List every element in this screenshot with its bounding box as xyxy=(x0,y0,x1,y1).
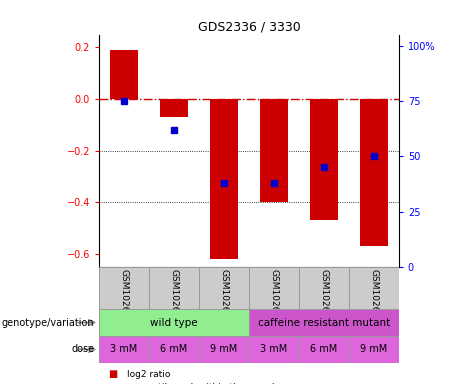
Text: ■: ■ xyxy=(108,369,118,379)
Text: GSM102676: GSM102676 xyxy=(170,269,178,324)
Bar xyxy=(149,336,199,363)
Bar xyxy=(99,336,149,363)
Bar xyxy=(99,309,249,336)
Text: 3 mM: 3 mM xyxy=(260,344,288,354)
Text: GSM102680: GSM102680 xyxy=(369,269,378,324)
Bar xyxy=(249,309,399,336)
Text: 3 mM: 3 mM xyxy=(111,344,138,354)
Bar xyxy=(299,336,349,363)
Bar xyxy=(310,99,337,220)
Text: log2 ratio: log2 ratio xyxy=(127,370,170,379)
Text: GSM102675: GSM102675 xyxy=(119,269,129,324)
Bar xyxy=(210,99,238,259)
Text: ■: ■ xyxy=(108,383,118,384)
Bar xyxy=(110,50,138,99)
Bar xyxy=(199,336,249,363)
Text: dose: dose xyxy=(71,344,95,354)
Title: GDS2336 / 3330: GDS2336 / 3330 xyxy=(198,20,300,33)
Bar xyxy=(149,267,199,309)
Bar xyxy=(199,267,249,309)
Text: GSM102677: GSM102677 xyxy=(219,269,229,324)
Bar xyxy=(249,336,299,363)
Text: GSM102679: GSM102679 xyxy=(319,269,328,324)
Text: 9 mM: 9 mM xyxy=(210,344,237,354)
Bar xyxy=(249,267,299,309)
Text: wild type: wild type xyxy=(150,318,198,328)
Bar xyxy=(99,267,149,309)
Text: 6 mM: 6 mM xyxy=(160,344,188,354)
Bar xyxy=(160,99,188,117)
Text: genotype/variation: genotype/variation xyxy=(2,318,95,328)
Text: 6 mM: 6 mM xyxy=(310,344,337,354)
Bar xyxy=(360,99,388,246)
Text: percentile rank within the sample: percentile rank within the sample xyxy=(127,383,280,384)
Text: 9 mM: 9 mM xyxy=(360,344,387,354)
Bar xyxy=(349,336,399,363)
Bar xyxy=(349,267,399,309)
Text: caffeine resistant mutant: caffeine resistant mutant xyxy=(258,318,390,328)
Text: GSM102678: GSM102678 xyxy=(269,269,278,324)
Bar xyxy=(260,99,288,202)
Bar xyxy=(299,267,349,309)
